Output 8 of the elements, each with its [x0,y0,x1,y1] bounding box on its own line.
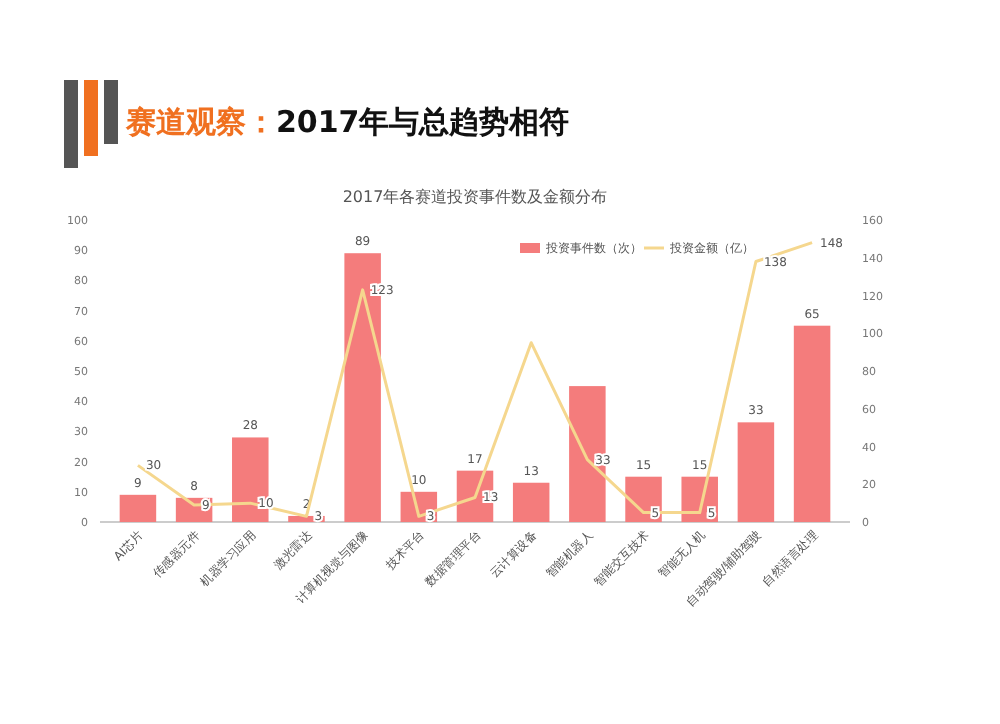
bar [512,482,550,522]
bar [119,494,157,522]
bar [232,437,269,522]
bar [569,386,606,522]
chart-subtitle: 2017年各赛道投资事件数及金额分布 [342,188,608,206]
chart-title: 赛道观察：2017年与总趋势相符 [124,104,570,140]
bar [793,325,831,522]
bar [737,422,775,522]
